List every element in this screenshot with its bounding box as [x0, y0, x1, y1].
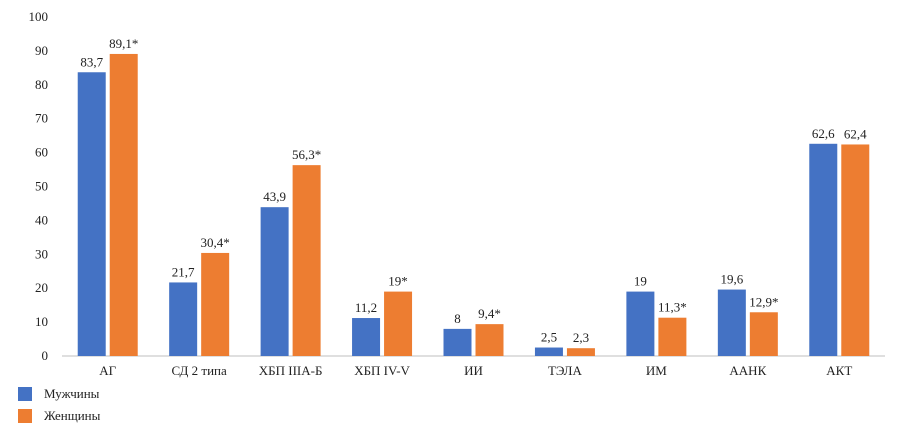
- legend-swatch-men: [18, 387, 32, 401]
- legend-label-men: Мужчины: [44, 386, 100, 401]
- legend-label-women: Женщины: [44, 408, 101, 423]
- x-tick-label: ХБП IV-V: [354, 363, 410, 378]
- data-label-women: 56,3*: [292, 147, 321, 162]
- y-tick-label: 10: [35, 314, 48, 329]
- bar-women: [384, 291, 413, 356]
- y-tick-label: 60: [35, 145, 48, 160]
- data-label-men: 43,9: [263, 189, 286, 204]
- y-tick-label: 40: [35, 212, 48, 227]
- legend: Мужчины Женщины: [18, 383, 100, 427]
- data-label-men: 19: [634, 274, 647, 289]
- bar-men: [352, 318, 381, 356]
- y-tick-label: 20: [35, 280, 48, 295]
- y-tick-label: 80: [35, 77, 48, 92]
- bar-men: [534, 347, 563, 356]
- y-tick-label: 50: [35, 179, 48, 194]
- bar-men: [77, 72, 106, 357]
- data-label-women: 62,4: [844, 126, 867, 141]
- bar-men: [260, 207, 289, 356]
- legend-item-men: Мужчины: [18, 383, 100, 405]
- y-tick-label: 0: [42, 348, 49, 363]
- data-label-women: 30,4*: [201, 235, 230, 250]
- bar-women: [201, 252, 230, 356]
- bar-women: [749, 312, 778, 356]
- data-label-men: 62,6: [812, 126, 835, 141]
- x-tick-label: АГ: [99, 363, 116, 378]
- y-tick-label: 70: [35, 111, 48, 126]
- data-label-men: 2,5: [541, 330, 557, 345]
- bar-men: [626, 291, 655, 356]
- bar-women: [658, 317, 687, 356]
- bar-women: [292, 165, 321, 356]
- data-label-women: 12,9*: [749, 294, 778, 309]
- y-tick-label: 30: [35, 246, 48, 261]
- y-tick-label: 90: [35, 43, 48, 58]
- y-tick-label: 100: [29, 9, 49, 24]
- bar-women: [566, 348, 595, 356]
- data-label-men: 83,7: [80, 54, 103, 69]
- data-label-men: 11,2: [355, 300, 377, 315]
- bar-women: [475, 324, 504, 356]
- bar-men: [717, 289, 746, 356]
- data-label-men: 19,6: [720, 272, 743, 287]
- bar-women: [841, 144, 870, 356]
- data-label-women: 19*: [388, 274, 408, 289]
- bar-men: [809, 143, 838, 356]
- legend-item-women: Женщины: [18, 405, 100, 427]
- x-tick-label: ААНК: [729, 363, 766, 378]
- data-label-women: 9,4*: [478, 306, 501, 321]
- x-tick-label: ХБП IIIА-Б: [259, 363, 323, 378]
- data-label-women: 11,3*: [658, 300, 687, 315]
- legend-swatch-women: [18, 409, 32, 423]
- bar-men: [443, 328, 472, 356]
- data-label-men: 8: [454, 311, 461, 326]
- x-tick-label: ИМ: [646, 363, 667, 378]
- data-label-women: 89,1*: [109, 36, 138, 51]
- x-tick-label: ТЭЛА: [548, 363, 583, 378]
- x-tick-label: АКТ: [826, 363, 852, 378]
- data-label-women: 2,3: [573, 330, 589, 345]
- x-tick-label: ИИ: [464, 363, 483, 378]
- x-tick-label: СД 2 типа: [172, 363, 227, 378]
- bar-men: [169, 282, 198, 356]
- bar-women: [109, 53, 138, 357]
- data-label-men: 21,7: [172, 264, 195, 279]
